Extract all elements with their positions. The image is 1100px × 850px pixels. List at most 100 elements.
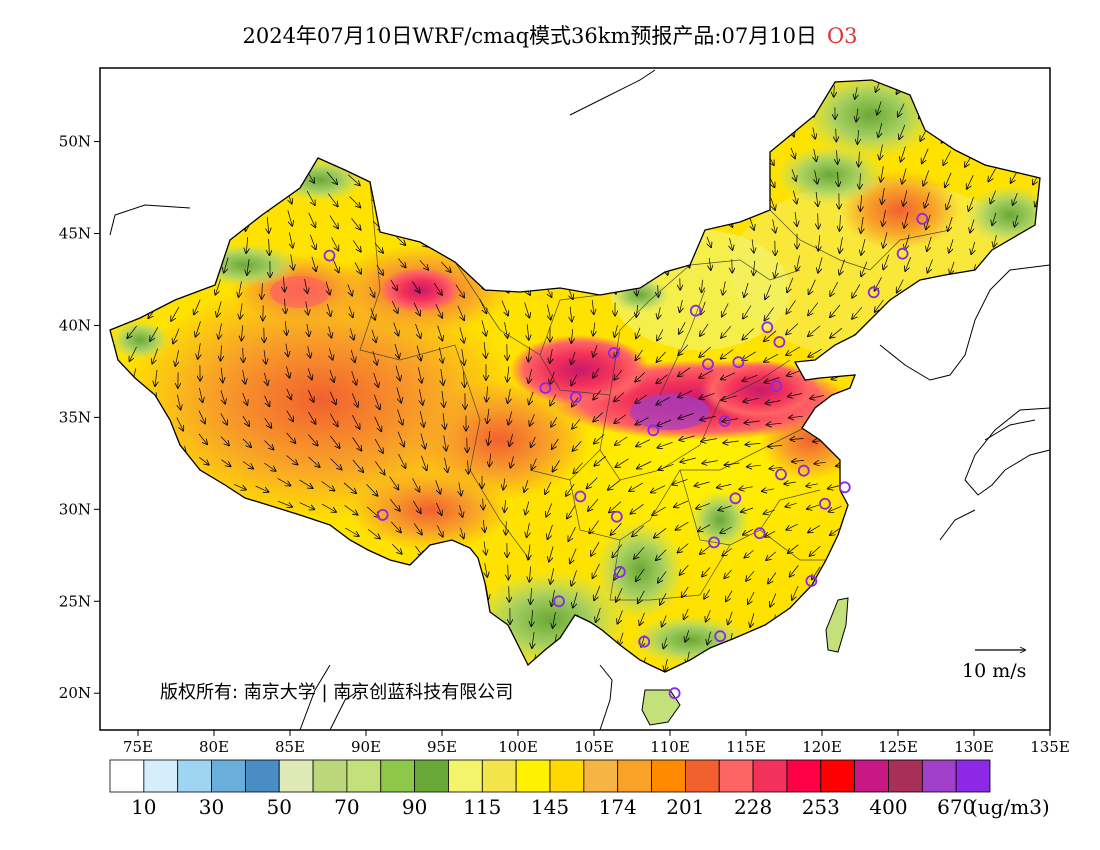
wind-arrow: [437, 325, 443, 341]
station-marker: [916, 212, 929, 225]
wind-arrow: [856, 108, 858, 122]
wind-arrow: [636, 327, 640, 339]
wind-arrow: [397, 431, 404, 447]
wind-arrow: [790, 439, 804, 440]
x-tick-label: 135E: [1030, 738, 1070, 756]
station-marker: [702, 358, 714, 371]
station-marker: [668, 687, 681, 700]
wind-arrow: [548, 524, 553, 539]
wind-arrow: [1015, 215, 1018, 226]
wind-arrow: [528, 544, 530, 560]
wind-arrow: [326, 281, 330, 295]
wind-arrow: [299, 502, 314, 510]
wind-arrow: [861, 239, 866, 255]
wind-arrow: [830, 526, 843, 535]
wind-arrow: [351, 393, 358, 407]
wind-arrow: [722, 548, 732, 555]
x-tick-label: 125E: [878, 738, 918, 756]
wind-arrow: [573, 592, 578, 607]
wind-arrow: [352, 459, 363, 472]
wind-arrow: [221, 367, 223, 383]
x-tick-label: 115E: [726, 738, 766, 756]
wind-arrow: [550, 568, 553, 584]
colorbar-label: 30: [199, 795, 224, 819]
wind-arrow: [345, 527, 358, 536]
wind-arrow: [529, 391, 534, 405]
wind-arrow: [769, 176, 775, 187]
wind-arrow: [264, 462, 275, 471]
station-marker: [569, 391, 582, 404]
wind-arrow: [904, 212, 909, 227]
y-tick-label: 35N: [59, 408, 91, 426]
wind-arrow: [570, 306, 572, 322]
wind-arrow: [419, 389, 422, 405]
wind-arrow: [636, 417, 649, 424]
wind-arrow: [877, 101, 882, 115]
wind-arrow: [1013, 192, 1018, 205]
wind-arrow: [442, 391, 444, 407]
wind-arrow: [787, 369, 802, 375]
wind-arrow: [701, 439, 717, 442]
wind-arrow: [416, 345, 421, 361]
wind-arrow: [770, 467, 783, 468]
wind-arrow: [969, 197, 974, 211]
wind-arrow: [707, 631, 710, 645]
wind-arrow: [479, 298, 487, 313]
wind-arrow: [830, 281, 839, 296]
wind-arrow: [766, 401, 781, 404]
wind-arrow: [308, 390, 313, 402]
wind-arrow: [726, 590, 733, 602]
wind-arrow: [632, 525, 645, 537]
wind-arrow: [793, 190, 796, 204]
wind-arrow: [818, 257, 823, 272]
wind-arrow: [678, 543, 689, 553]
wind-arrow: [808, 348, 822, 357]
coastlines: [109, 69, 1051, 731]
wind-arrow: [721, 325, 732, 338]
wind-arrow: [481, 320, 486, 335]
station-marker: [805, 575, 818, 587]
wind-arrow: [549, 546, 554, 562]
wind-arrow: [700, 323, 709, 336]
wind-arrow: [614, 414, 626, 423]
colorbar-swatch: [617, 759, 652, 793]
wind-arrow: [436, 502, 441, 515]
wind-arrow: [150, 327, 159, 341]
wind-arrow: [221, 459, 231, 467]
wind-arrow: [550, 371, 555, 384]
wind-arrow: [905, 234, 910, 250]
colorbar-label: 253: [802, 795, 840, 819]
wind-arrow: [350, 328, 353, 339]
wind-arrow: [329, 215, 338, 229]
wind-arrow: [810, 396, 824, 399]
wind-arrow: [393, 322, 399, 336]
wind-arrow: [922, 148, 929, 164]
wind-arrow: [511, 456, 514, 467]
wind-arrow: [390, 521, 401, 533]
wind-arrow: [861, 261, 868, 277]
x-tick-label: 110E: [650, 738, 690, 756]
wind-arrow: [321, 481, 335, 490]
wind-arrow: [326, 171, 337, 184]
wind-arrow: [750, 613, 754, 627]
wind-arrow: [786, 323, 799, 335]
wind-arrow: [530, 414, 535, 425]
wind-arrow: [747, 465, 762, 467]
wind-arrow: [746, 570, 755, 581]
wind-arrow: [587, 477, 598, 489]
station-marker: [761, 321, 774, 334]
wind-arrow: [308, 346, 311, 357]
wind-arrow: [861, 217, 863, 233]
wind-arrow: [127, 325, 137, 338]
station-marker: [613, 566, 626, 578]
wind-arrow: [788, 394, 803, 397]
wind-arrow: [724, 569, 732, 578]
x-tick-label: 90E: [351, 738, 381, 756]
wind-arrow: [351, 349, 355, 362]
wind-arrow: [611, 522, 622, 535]
wind-arrow: [637, 461, 652, 469]
wind-arrow: [552, 438, 559, 449]
wind-arrow: [175, 350, 178, 366]
station-marker: [607, 347, 620, 359]
wind-arrow: [444, 435, 446, 451]
